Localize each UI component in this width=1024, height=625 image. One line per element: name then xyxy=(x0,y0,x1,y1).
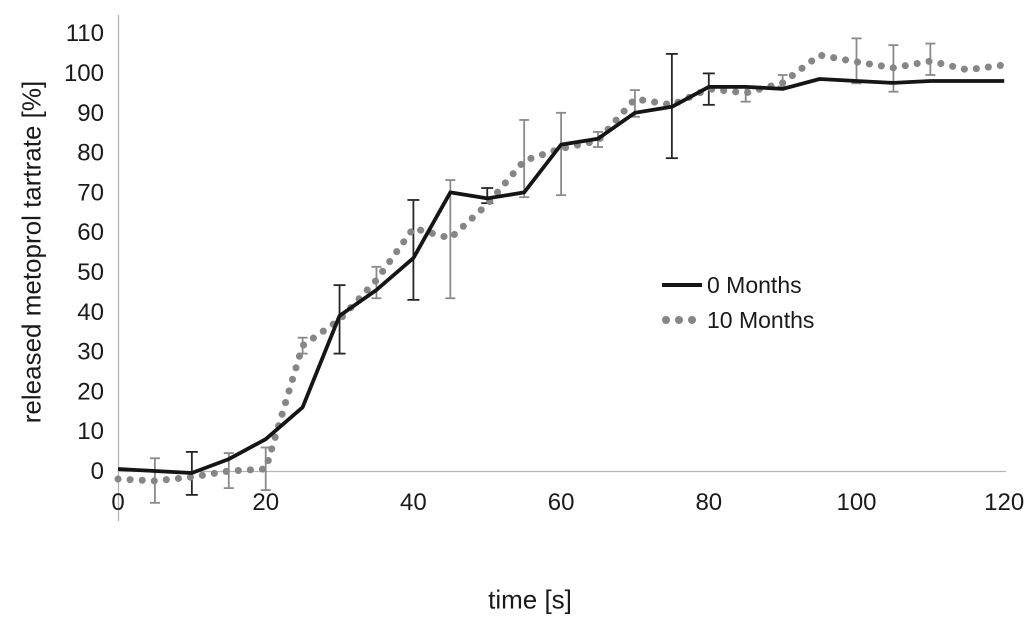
x-tick-label: 100 xyxy=(836,489,876,516)
y-tick-label: 80 xyxy=(77,140,104,167)
legend-label: 10 Months xyxy=(707,306,815,333)
y-tick-label: 10 xyxy=(77,418,104,445)
y-tick-label: 70 xyxy=(77,179,104,206)
x-tick-label: 20 xyxy=(252,489,279,516)
y-tick-label: 60 xyxy=(77,219,104,246)
legend: 0 Months 10 Months xyxy=(662,272,814,333)
y-tick-label: 90 xyxy=(77,100,104,127)
x-axis-title: time [s] xyxy=(488,584,572,615)
x-tick-label: 60 xyxy=(548,489,575,516)
legend-item-0-months: 0 Months xyxy=(662,272,814,298)
y-tick-label: 0 xyxy=(91,458,104,485)
y-tick-label: 40 xyxy=(77,299,104,326)
y-tick-label: 100 xyxy=(64,60,104,87)
y-tick-label: 50 xyxy=(77,259,104,286)
series-line-10-months xyxy=(114,51,1008,485)
legend-label: 0 Months xyxy=(707,271,802,298)
y-tick-label: 30 xyxy=(77,339,104,366)
legend-item-10-months: 10 Months xyxy=(662,307,814,333)
series-line-0-months xyxy=(117,77,1005,475)
y-tick-label: 20 xyxy=(77,378,104,405)
solid-line-swatch-icon xyxy=(662,283,702,287)
y-tick-label: 110 xyxy=(66,20,104,47)
dotted-line-swatch-icon xyxy=(662,316,702,324)
y-axis-title: released metoprol tartrate [%] xyxy=(16,80,47,424)
x-tick-label: 120 xyxy=(984,489,1024,516)
x-tick-label: 80 xyxy=(695,489,722,516)
x-tick-label: 40 xyxy=(400,489,427,516)
x-tick-label: 0 xyxy=(111,489,124,516)
